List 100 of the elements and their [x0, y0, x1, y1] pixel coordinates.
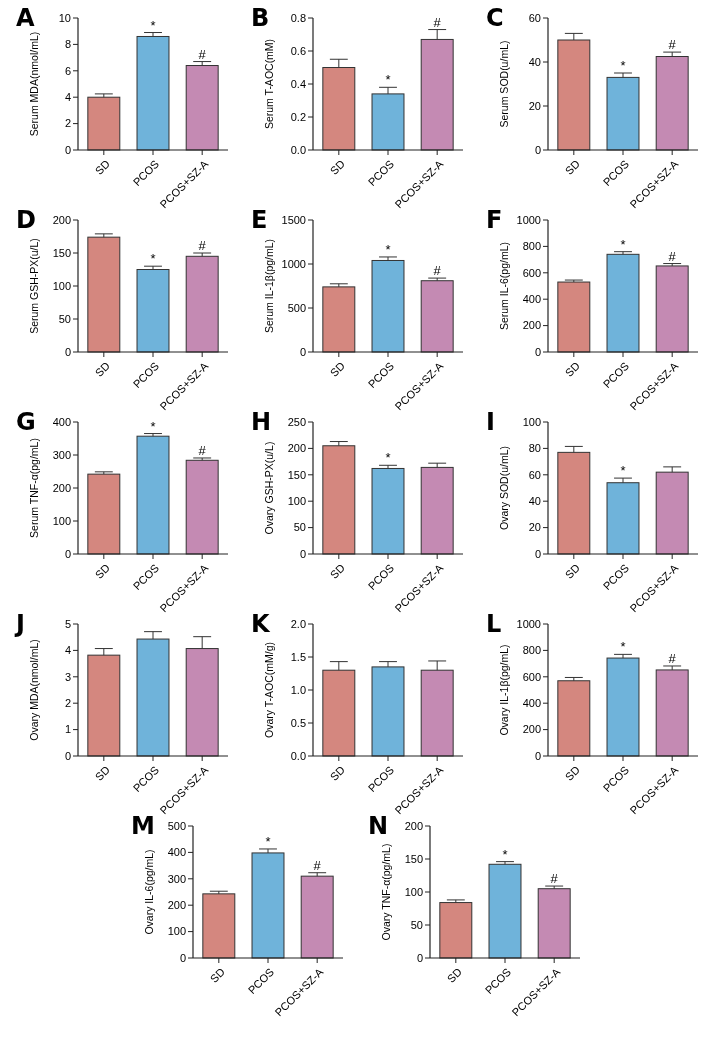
y-tick-label: 80 [528, 442, 541, 455]
bar [606, 76, 640, 151]
y-tick-label: 100 [167, 925, 186, 938]
y-axis-title: Serum GSH-PX(u/L) [28, 238, 40, 334]
y-tick-label: 150 [404, 852, 423, 865]
y-tick-label: 0.4 [290, 77, 306, 90]
y-tick-label: 3 [64, 670, 71, 683]
x-tick-label: SD [92, 561, 112, 581]
y-tick-label: 150 [52, 246, 71, 259]
annotation: # [313, 857, 322, 873]
y-axis-title: Serum MDA(nmol/mL) [28, 31, 40, 137]
y-tick-label: 100 [52, 514, 71, 527]
bar [136, 35, 170, 151]
bar [488, 863, 522, 959]
bar [185, 255, 219, 353]
x-tick-label: SD [92, 157, 112, 177]
x-tick-label: SD [207, 965, 227, 985]
y-tick-label: 4 [64, 644, 71, 657]
y-axis-title: Ovary SOD(u/mL) [498, 445, 510, 531]
y-tick-label: 2 [64, 697, 71, 710]
bar [606, 482, 640, 555]
bar [655, 265, 689, 353]
y-tick-label: 0.0 [290, 143, 306, 156]
y-tick-label: 200 [52, 213, 71, 226]
bar [136, 269, 170, 353]
bar [557, 680, 591, 757]
y-tick-label: 8 [64, 38, 71, 51]
y-tick-label: 0.5 [290, 716, 306, 729]
y-tick-label: 2.0 [290, 617, 306, 630]
annotation: # [433, 263, 442, 279]
y-tick-label: 0 [299, 547, 306, 560]
y-tick-label: 50 [58, 312, 71, 325]
y-tick-label: 400 [52, 415, 71, 428]
y-tick-label: 0.2 [290, 110, 306, 123]
annotation: # [198, 46, 207, 62]
bar [322, 445, 356, 555]
bar [185, 459, 219, 555]
y-tick-label: 0 [64, 143, 71, 156]
y-tick-label: 1000 [516, 213, 541, 226]
bar [251, 852, 285, 959]
chart-title: B [251, 4, 270, 32]
y-tick-label: 400 [522, 293, 541, 306]
bar [87, 96, 121, 151]
y-tick-label: 100 [287, 495, 306, 508]
y-tick-label: 200 [167, 899, 186, 912]
y-tick-label: 0 [534, 143, 541, 156]
annotation: * [150, 418, 156, 434]
annotation: * [385, 72, 391, 88]
bar [420, 280, 454, 353]
y-tick-label: 0 [64, 749, 71, 762]
x-tick-label: SD [327, 359, 347, 379]
annotation: * [620, 236, 626, 252]
y-tick-label: 6 [64, 64, 71, 77]
x-tick-label: SD [562, 763, 582, 783]
y-tick-label: 1 [64, 723, 71, 736]
bar [202, 893, 236, 959]
chart-title: A [16, 4, 35, 32]
chart-title: M [131, 812, 155, 840]
y-tick-label: 200 [522, 723, 541, 736]
y-tick-label: 400 [522, 697, 541, 710]
y-tick-label: 200 [522, 319, 541, 332]
bar [655, 471, 689, 555]
bar [557, 451, 591, 555]
chart-title: D [16, 206, 36, 234]
y-axis-title: Ovary GSH-PX(u/L) [263, 441, 275, 535]
bar [185, 65, 219, 151]
annotation: # [668, 650, 677, 666]
y-tick-label: 5 [64, 617, 71, 630]
y-axis-title: Serum TNF-α(pg/mL) [28, 438, 40, 538]
bar [371, 259, 405, 353]
bar [439, 902, 473, 959]
annotation: * [150, 17, 156, 33]
annotation: * [620, 58, 626, 73]
y-tick-label: 300 [167, 872, 186, 885]
y-tick-label: 800 [522, 644, 541, 657]
y-tick-label: 1.5 [290, 650, 306, 663]
y-tick-label: 0.0 [290, 749, 306, 762]
y-tick-label: 1500 [281, 213, 306, 226]
y-axis-title: Ovary TNF-α(pg/mL) [380, 843, 392, 941]
y-tick-label: 0 [64, 547, 71, 560]
y-tick-label: 100 [52, 279, 71, 292]
y-tick-label: 1000 [516, 617, 541, 630]
bar [655, 56, 689, 151]
annotation: # [668, 37, 677, 53]
y-axis-title: Serum T-AOC(mM) [263, 38, 275, 130]
bar [655, 669, 689, 757]
y-tick-label: 500 [167, 819, 186, 832]
y-tick-label: 0 [534, 749, 541, 762]
y-tick-label: 400 [167, 846, 186, 859]
bar [606, 253, 640, 353]
bar [371, 467, 405, 555]
x-tick-label: SD [92, 359, 112, 379]
y-axis-title: Ovary MDA(nmol/mL) [28, 639, 40, 741]
y-tick-label: 0 [534, 547, 541, 560]
y-tick-label: 150 [287, 468, 306, 481]
annotation: # [550, 871, 559, 887]
annotation: # [198, 238, 207, 253]
y-tick-label: 250 [287, 415, 306, 428]
y-tick-label: 600 [522, 266, 541, 279]
y-axis-title: Serum IL-1β(pg/mL) [263, 238, 275, 334]
